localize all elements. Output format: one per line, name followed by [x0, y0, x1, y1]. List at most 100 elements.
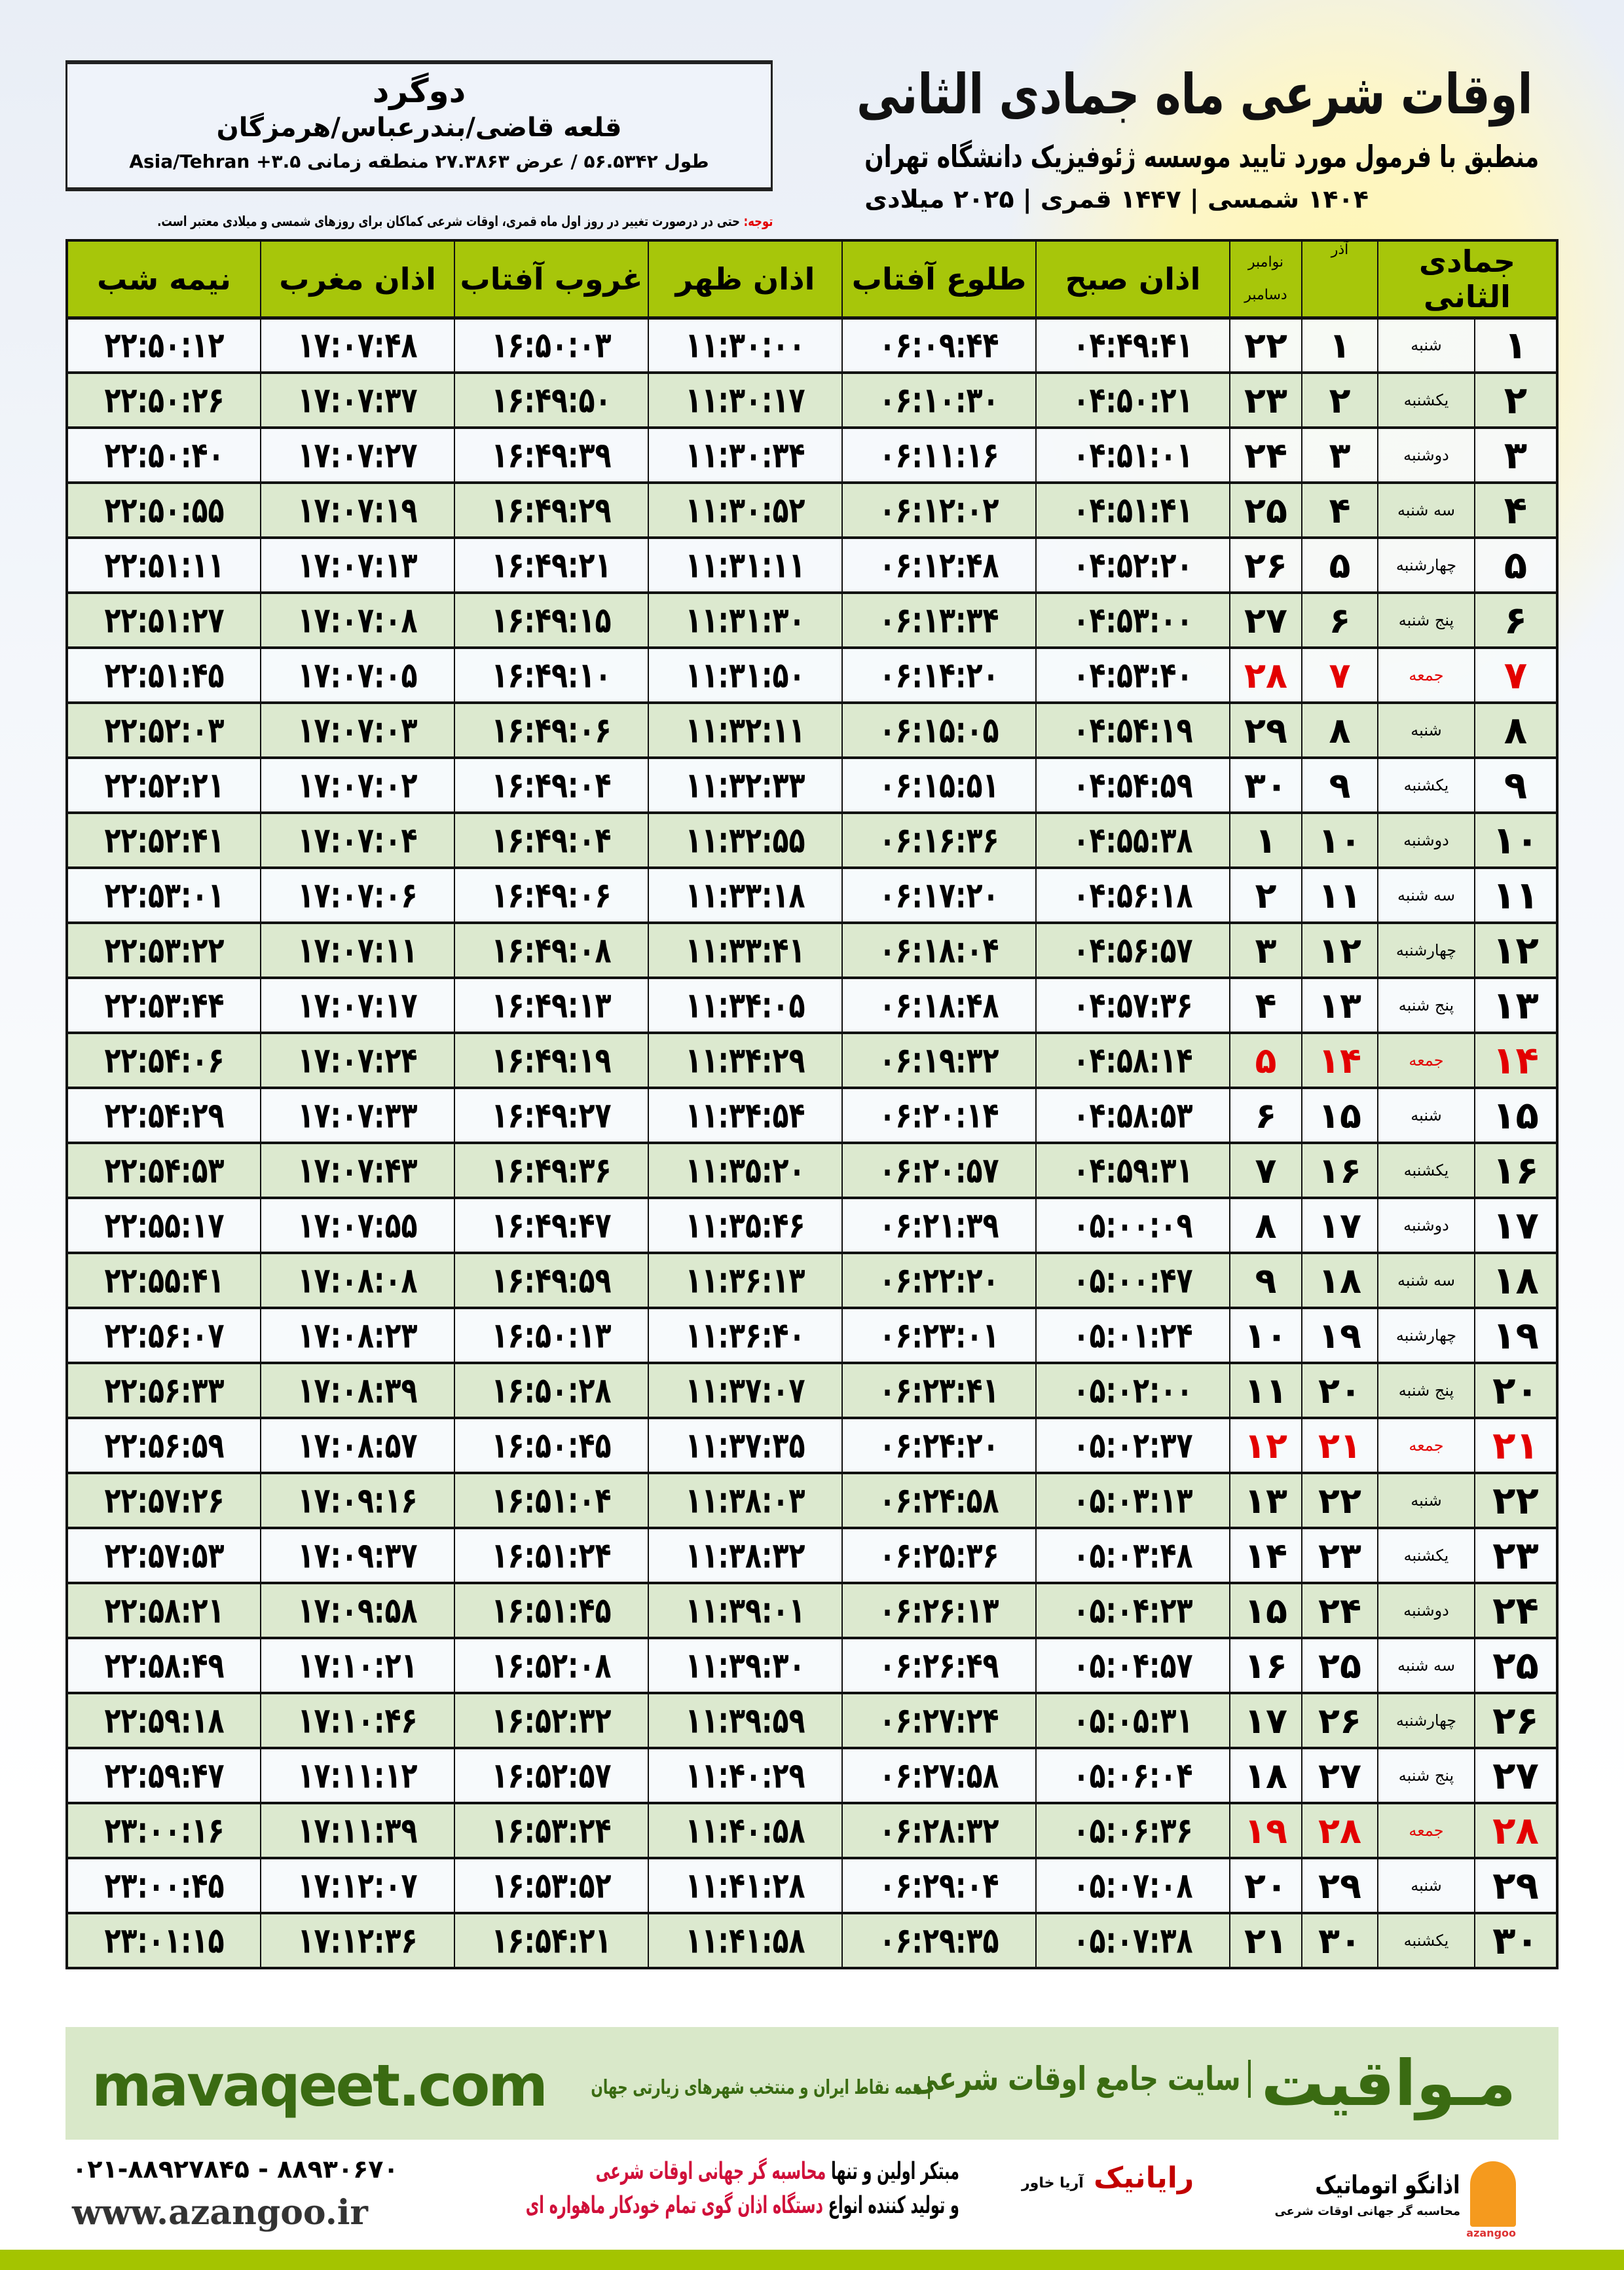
sunrise-time-cell: ۰۶:۲۶:۱۳ — [841, 1582, 1037, 1639]
hijri-day: ۱۰ — [1474, 812, 1558, 869]
sunset-time: ۱۶:۴۹:۲۱ — [491, 544, 612, 586]
sunset-time: ۱۶:۴۹:۵۹ — [491, 1259, 612, 1301]
col-fajr: اذان صبح — [1035, 240, 1230, 320]
sunrise-time-cell: ۰۶:۰۹:۴۴ — [841, 317, 1037, 374]
footer-line2: و تولید کننده انواع — [823, 2192, 959, 2219]
table-row: ۱۴ جمعه ۱۴ ۵ ۰۴:۵۸:۱۴ ۰۶:۱۹:۳۲ ۱۱:۳۴:۲۹ ۱۶:۴۹:۱… — [65, 1032, 1558, 1089]
dhuhr-time-cell: ۱۱:۳۷:۳۵ — [648, 1417, 843, 1474]
maghrib-time: ۱۷:۱۱:۳۹ — [297, 1810, 418, 1851]
dhuhr-time: ۱۱:۳۹:۰۱ — [685, 1590, 805, 1631]
gregorian-day: ۲۳ — [1228, 372, 1302, 429]
hijri-day: ۱۳ — [1474, 977, 1558, 1034]
mavaqeet-banner: مـواقیت سایت جامع اوقات شرعی همه نقاط ای… — [65, 2027, 1559, 2140]
maghrib-time: ۱۷:۰۷:۱۳ — [297, 544, 418, 586]
table-row: ۳ دوشنبه ۳ ۲۴ ۰۴:۵۱:۰۱ ۰۶:۱۱:۱۶ ۱۱:۳۰:۳۴ ۱۶:۴۹:… — [65, 427, 1558, 484]
midnight-time-cell: ۲۲:۵۰:۵۵ — [65, 482, 262, 539]
table-row: ۲۱ جمعه ۲۱ ۱۲ ۰۵:۰۲:۳۷ ۰۶:۲۴:۲۰ ۱۱:۳۷:۳۵ ۱۶:۵۰:… — [65, 1417, 1558, 1474]
sunrise-time-cell: ۰۶:۱۵:۰۵ — [841, 702, 1037, 759]
dhuhr-time: ۱۱:۳۸:۳۲ — [685, 1535, 805, 1576]
dhuhr-time: ۱۱:۴۰:۵۸ — [685, 1810, 805, 1851]
website-link[interactable]: www.azangoo.ir — [72, 2193, 368, 2233]
weekday: پنج شنبه — [1376, 592, 1476, 649]
col-sunset: غروب آفتاب — [454, 240, 650, 320]
weekday: شنبه — [1376, 1472, 1476, 1529]
gregorian-day: ۲۵ — [1228, 482, 1302, 539]
midnight-time-cell: ۲۲:۵۵:۴۱ — [65, 1252, 262, 1309]
sunset-time: ۱۶:۴۹:۲۹ — [491, 489, 612, 531]
hijri-day: ۲۵ — [1474, 1637, 1558, 1694]
fajr-time-cell: ۰۵:۰۶:۳۶ — [1035, 1802, 1230, 1859]
gregorian-day: ۱۶ — [1228, 1637, 1302, 1694]
sunset-time-cell: ۱۶:۴۹:۰۴ — [454, 812, 650, 869]
fajr-time: ۰۵:۰۰:۴۷ — [1073, 1259, 1193, 1301]
midnight-time-cell: ۲۲:۵۳:۰۱ — [65, 867, 262, 924]
sunrise-time: ۰۶:۲۶:۴۹ — [879, 1645, 999, 1686]
maghrib-time-cell: ۱۷:۰۷:۰۴ — [260, 812, 456, 869]
sunset-time-cell: ۱۶:۴۹:۳۶ — [454, 1142, 650, 1199]
brand-logo: مـواقیت — [1261, 2047, 1516, 2120]
fajr-time: ۰۴:۵۶:۵۷ — [1073, 929, 1193, 971]
midnight-time: ۲۲:۵۷:۵۳ — [103, 1535, 225, 1576]
dhuhr-time-cell: ۱۱:۳۴:۲۹ — [648, 1032, 843, 1089]
sunset-time-cell: ۱۶:۴۹:۴۷ — [454, 1197, 650, 1254]
dhuhr-time: ۱۱:۳۵:۲۰ — [685, 1149, 805, 1191]
sunrise-time-cell: ۰۶:۱۱:۱۶ — [841, 427, 1037, 484]
table-row: ۱۰ دوشنبه ۱۰ ۱ ۰۴:۵۵:۳۸ ۰۶:۱۶:۳۶ ۱۱:۳۲:۵۵ ۱۶:۴۹… — [65, 812, 1558, 869]
maghrib-time: ۱۷:۰۷:۰۶ — [297, 874, 418, 916]
table-row: ۴ سه شنبه ۴ ۲۵ ۰۴:۵۱:۴۱ ۰۶:۱۲:۰۲ ۱۱:۳۰:۵۲ ۱۶:۴۹… — [65, 482, 1558, 539]
azar-day: ۱۰ — [1301, 812, 1378, 869]
fajr-time-cell: ۰۵:۰۶:۰۴ — [1035, 1747, 1230, 1804]
banner-tagline-secondary: همه نقاط ایران و منتخب شهرهای زیارتی جها… — [591, 2076, 930, 2099]
sunrise-time: ۰۶:۱۱:۱۶ — [879, 434, 999, 476]
sunrise-time-cell: ۰۶:۱۸:۰۴ — [841, 922, 1037, 979]
fajr-time-cell: ۰۵:۰۰:۰۹ — [1035, 1197, 1230, 1254]
maghrib-time-cell: ۱۷:۰۷:۱۱ — [260, 922, 456, 979]
table-row: ۸ شنبه ۸ ۲۹ ۰۴:۵۴:۱۹ ۰۶:۱۵:۰۵ ۱۱:۳۲:۱۱ ۱۶:۴۹:۰۶… — [65, 702, 1558, 759]
maghrib-time: ۱۷:۰۷:۰۲ — [297, 764, 418, 806]
sunset-time-cell: ۱۶:۵۳:۲۴ — [454, 1802, 650, 1859]
sunset-time: ۱۶:۵۱:۴۵ — [491, 1590, 612, 1631]
midnight-time: ۲۳:۰۰:۴۵ — [103, 1865, 225, 1907]
weekday: جمعه — [1376, 1802, 1476, 1859]
hijri-day: ۲۶ — [1474, 1692, 1558, 1749]
midnight-time: ۲۲:۵۱:۲۷ — [103, 599, 225, 641]
banner-tagline: سایت جامع اوقات شرعی — [912, 2060, 1251, 2098]
sunset-time-cell: ۱۶:۴۹:۲۷ — [454, 1087, 650, 1144]
azar-day: ۲ — [1301, 372, 1378, 429]
maghrib-time: ۱۷:۰۸:۲۳ — [297, 1314, 418, 1356]
weekday: سه شنبه — [1376, 867, 1476, 924]
azangoo-logo-text: اذانگو اتوماتیک — [1315, 2170, 1460, 2199]
table-row: ۲۲ شنبه ۲۲ ۱۳ ۰۵:۰۳:۱۳ ۰۶:۲۴:۵۸ ۱۱:۳۸:۰۳ ۱۶:۵۱:… — [65, 1472, 1558, 1529]
fajr-time-cell: ۰۴:۵۵:۳۸ — [1035, 812, 1230, 869]
sunrise-time-cell: ۰۶:۲۴:۵۸ — [841, 1472, 1037, 1529]
gregorian-day: ۱۳ — [1228, 1472, 1302, 1529]
azar-day: ۸ — [1301, 702, 1378, 759]
weekday: سه شنبه — [1376, 1252, 1476, 1309]
sunrise-time: ۰۶:۱۸:۴۸ — [879, 984, 999, 1026]
fajr-time-cell: ۰۴:۵۶:۵۷ — [1035, 922, 1230, 979]
weekday: یکشنبه — [1376, 1142, 1476, 1199]
sunrise-time: ۰۶:۲۴:۲۰ — [879, 1424, 999, 1466]
azar-day: ۱۴ — [1301, 1032, 1378, 1089]
weekday: چهارشنبه — [1376, 1692, 1476, 1749]
dhuhr-time: ۱۱:۳۰:۰۰ — [685, 324, 805, 366]
banner-url-link[interactable]: mavaqeet.com — [92, 2052, 548, 2119]
sunset-time: ۱۶:۵۰:۲۸ — [491, 1369, 612, 1411]
fajr-time: ۰۵:۰۷:۳۸ — [1073, 1920, 1193, 1962]
fajr-time-cell: ۰۴:۵۱:۰۱ — [1035, 427, 1230, 484]
fajr-time: ۰۴:۵۲:۲۰ — [1073, 544, 1193, 586]
col-hijri: جمادی الثانی — [1376, 240, 1559, 320]
sunset-time: ۱۶:۴۹:۵۰ — [491, 379, 612, 421]
gregorian-day: ۱۰ — [1228, 1307, 1302, 1364]
midnight-time-cell: ۲۲:۵۹:۱۸ — [65, 1692, 262, 1749]
dhuhr-time: ۱۱:۴۱:۲۸ — [685, 1865, 805, 1907]
maghrib-time: ۱۷:۱۰:۲۱ — [297, 1645, 418, 1686]
midnight-time: ۲۲:۵۵:۱۷ — [103, 1204, 225, 1246]
weekday: شنبه — [1376, 702, 1476, 759]
midnight-time-cell: ۲۲:۵۲:۲۱ — [65, 757, 262, 814]
midnight-time: ۲۲:۵۸:۴۹ — [103, 1645, 225, 1686]
dhuhr-time-cell: ۱۱:۴۱:۵۸ — [648, 1912, 843, 1969]
gregorian-day: ۴ — [1228, 977, 1302, 1034]
sunset-time-cell: ۱۶:۵۳:۵۲ — [454, 1857, 650, 1914]
gregorian-day: ۷ — [1228, 1142, 1302, 1199]
